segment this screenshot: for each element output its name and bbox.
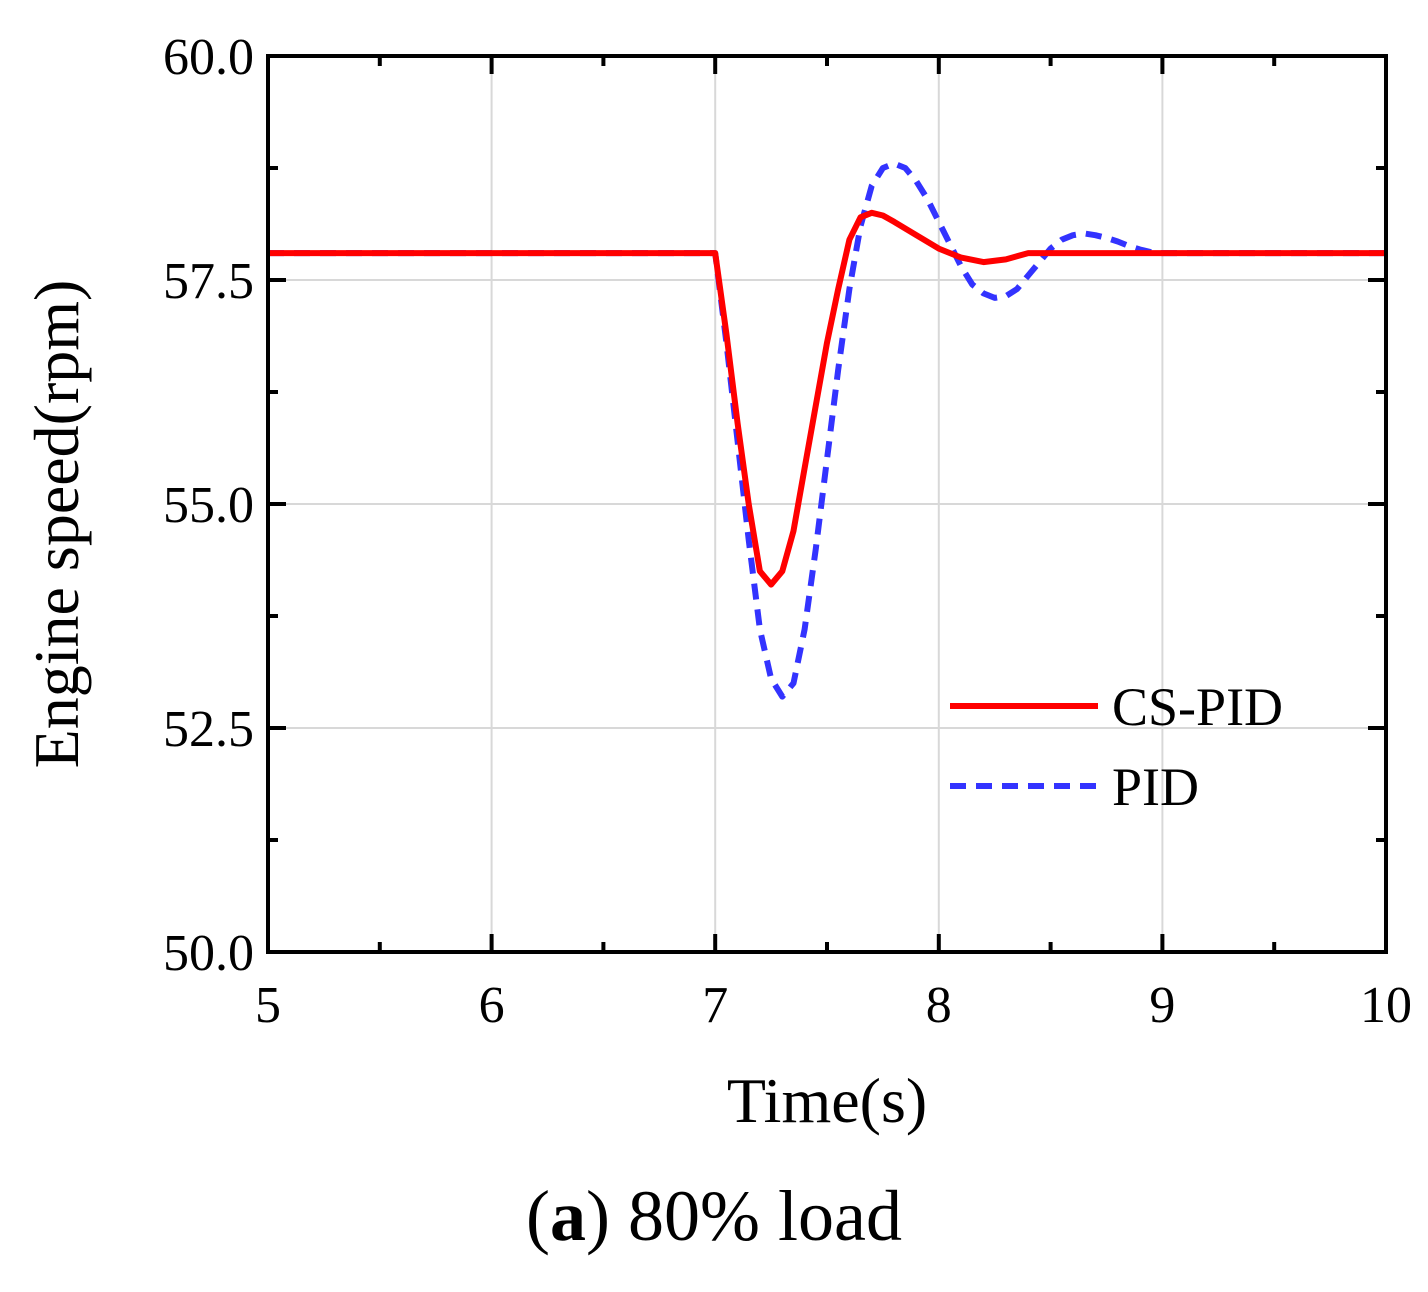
caption-text: 80% load — [628, 1176, 902, 1256]
series-line-pid — [268, 160, 1386, 700]
caption-letter: a — [550, 1176, 587, 1256]
y-tick-label: 55.0 — [163, 477, 254, 534]
tick-layer: 5 6 7 8 9 10 50.0 52.5 55.0 57.5 60.0 — [163, 29, 1412, 1034]
series-layer — [268, 160, 1386, 700]
grid-layer — [268, 56, 1386, 952]
legend: CS-PID PID — [950, 677, 1283, 817]
legend-label-pid: PID — [1112, 757, 1199, 817]
x-tick-label: 6 — [479, 977, 505, 1034]
y-tick-label: 50.0 — [163, 925, 254, 982]
y-tick-label: 60.0 — [163, 29, 254, 86]
x-tick-label: 5 — [255, 977, 281, 1034]
x-tick-label: 7 — [702, 977, 728, 1034]
y-tick-label: 57.5 — [163, 253, 254, 310]
x-tick-label: 8 — [926, 977, 952, 1034]
y-axis-title: Engine speed(rpm) — [21, 280, 92, 769]
x-tick-label: 9 — [1149, 977, 1175, 1034]
figure-caption: (a) 80% load — [526, 1176, 902, 1256]
legend-label-cs-pid: CS-PID — [1112, 677, 1283, 737]
x-tick-label: 10 — [1360, 977, 1412, 1034]
y-tick-label: 52.5 — [163, 701, 254, 758]
x-axis-title: Time(s) — [727, 1065, 927, 1136]
series-line-cs-pid — [268, 209, 1386, 588]
